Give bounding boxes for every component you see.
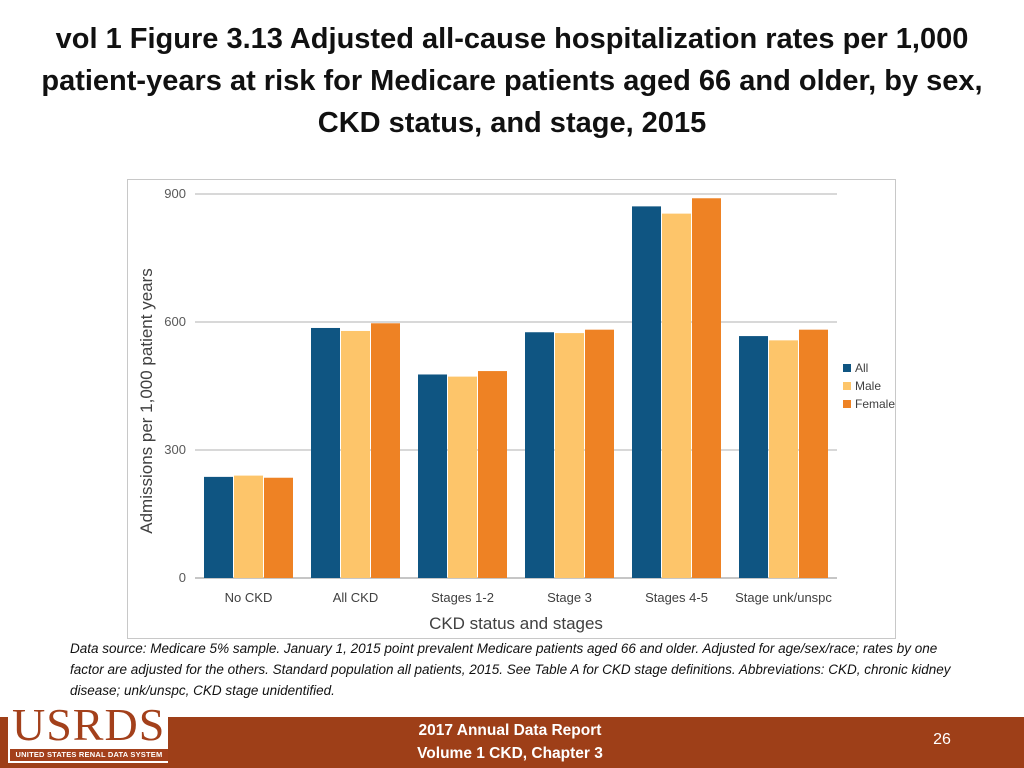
- report-label: 2017 Annual Data Report Volume 1 CKD, Ch…: [360, 719, 660, 765]
- legend-swatch-all: [843, 364, 851, 372]
- y-tick-label: 0: [179, 570, 186, 585]
- x-tick-label: Stages 1-2: [431, 590, 494, 605]
- legend-swatch-male: [843, 382, 851, 390]
- legend-swatch-female: [843, 400, 851, 408]
- bar-all: [204, 476, 233, 578]
- legend-label-female: Female: [855, 397, 895, 411]
- x-tick-label: Stage 3: [547, 590, 592, 605]
- bar-male: [555, 333, 584, 578]
- logo-wordmark: USRDS: [12, 699, 166, 750]
- report-title: 2017 Annual Data Report: [418, 722, 602, 739]
- bar-female: [478, 371, 507, 578]
- chart-frame: 0 300 600 900 No CKD All CKD Stages 1-2 Stage 3…: [127, 179, 896, 639]
- bar-all: [632, 206, 661, 578]
- x-axis-title: CKD status and stages: [429, 614, 603, 633]
- report-volume: Volume 1 CKD, Chapter 3: [417, 745, 603, 762]
- slide-title: vol 1 Figure 3.13 Adjusted all-cause hos…: [41, 23, 983, 139]
- usrds-logo: USRDS UNITED STATES RENAL DATA SYSTEM: [8, 701, 168, 763]
- page-number: 26: [933, 731, 951, 748]
- y-tick-label: 900: [164, 186, 186, 201]
- logo-subtitle: UNITED STATES RENAL DATA SYSTEM: [10, 749, 168, 761]
- bar-female: [585, 329, 614, 578]
- x-tick-label: No CKD: [225, 590, 273, 605]
- bar-all: [418, 374, 447, 578]
- bar-male: [234, 475, 263, 578]
- bar-male: [662, 213, 691, 579]
- bar-all: [311, 327, 340, 578]
- y-tick-label: 300: [164, 442, 186, 457]
- bar-all: [739, 336, 768, 578]
- x-tick-label: All CKD: [333, 590, 379, 605]
- legend-label-all: All: [855, 361, 868, 375]
- bar-chart: 0 300 600 900 No CKD All CKD Stages 1-2 Stage 3…: [137, 186, 895, 633]
- x-tick-label: Stage unk/unspc: [735, 590, 832, 605]
- footer-bar: [0, 717, 1024, 768]
- bar-female: [799, 329, 828, 578]
- x-tick-label: Stages 4-5: [645, 590, 708, 605]
- data-source-note: Data source: Medicare 5% sample. January…: [70, 641, 951, 698]
- bar-female: [692, 198, 721, 578]
- y-tick-label: 600: [164, 314, 186, 329]
- legend-label-male: Male: [855, 379, 881, 393]
- bar-female: [371, 323, 400, 578]
- bar-female: [264, 477, 293, 578]
- bar-male: [769, 340, 798, 578]
- bar-male: [448, 376, 477, 578]
- bar-male: [341, 330, 370, 578]
- y-axis-title: Admissions per 1,000 patient years: [137, 268, 156, 534]
- bar-all: [525, 332, 554, 578]
